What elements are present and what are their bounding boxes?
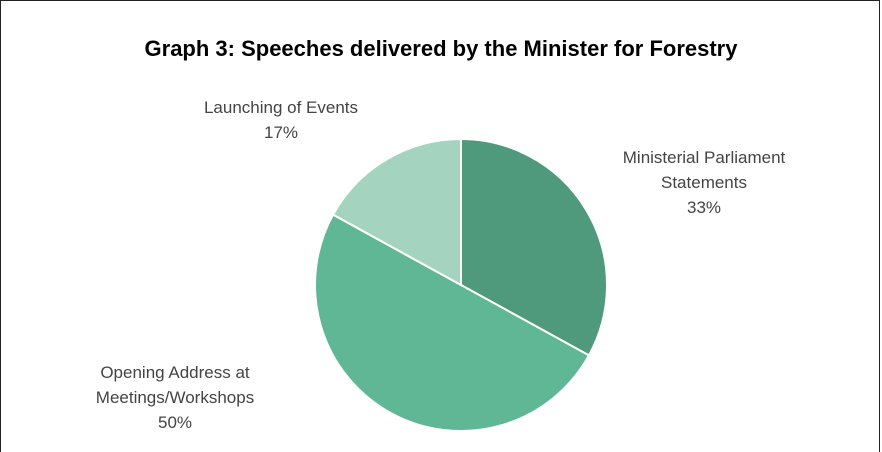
- category-label-ministerial-parliament-statements: Statements: [661, 173, 747, 192]
- category-label-launching-of-events: Launching of Events: [204, 98, 358, 117]
- data-label-opening-address: 50%: [158, 413, 192, 432]
- category-label-opening-address: Opening Address at: [100, 363, 250, 382]
- data-label-ministerial-parliament-statements: 33%: [687, 198, 721, 217]
- category-label-opening-address: Meetings/Workshops: [96, 388, 254, 407]
- data-label-launching-of-events: 17%: [264, 123, 298, 142]
- pie-slice-ministerial-parliament-statements: [460, 137, 608, 357]
- pie-slice-launching-of-events: [331, 137, 462, 287]
- category-label-ministerial-parliament-statements: Ministerial Parliament: [623, 148, 786, 167]
- chart-title: Graph 3: Speeches delivered by the Minis…: [144, 36, 738, 61]
- pie-slice-opening-address: [314, 213, 591, 432]
